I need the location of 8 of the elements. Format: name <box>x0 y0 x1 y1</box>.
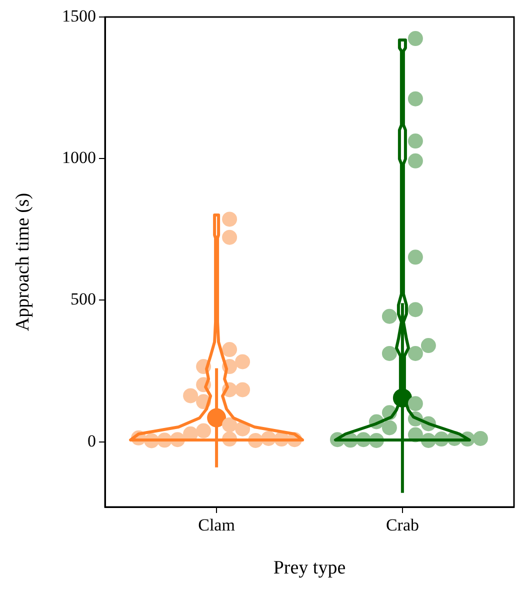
y-axis-title: Approach time (s) <box>12 192 34 332</box>
y-tick-label: 500 <box>70 290 96 309</box>
x-axis-title: Prey type <box>273 558 346 579</box>
y-tick-label: 1500 <box>62 6 96 26</box>
x-tick-label: Crab <box>386 516 419 535</box>
y-tick-label: 0 <box>88 431 96 450</box>
x-tick-label: Clam <box>198 516 235 535</box>
y-tick-label: 1000 <box>62 148 96 168</box>
